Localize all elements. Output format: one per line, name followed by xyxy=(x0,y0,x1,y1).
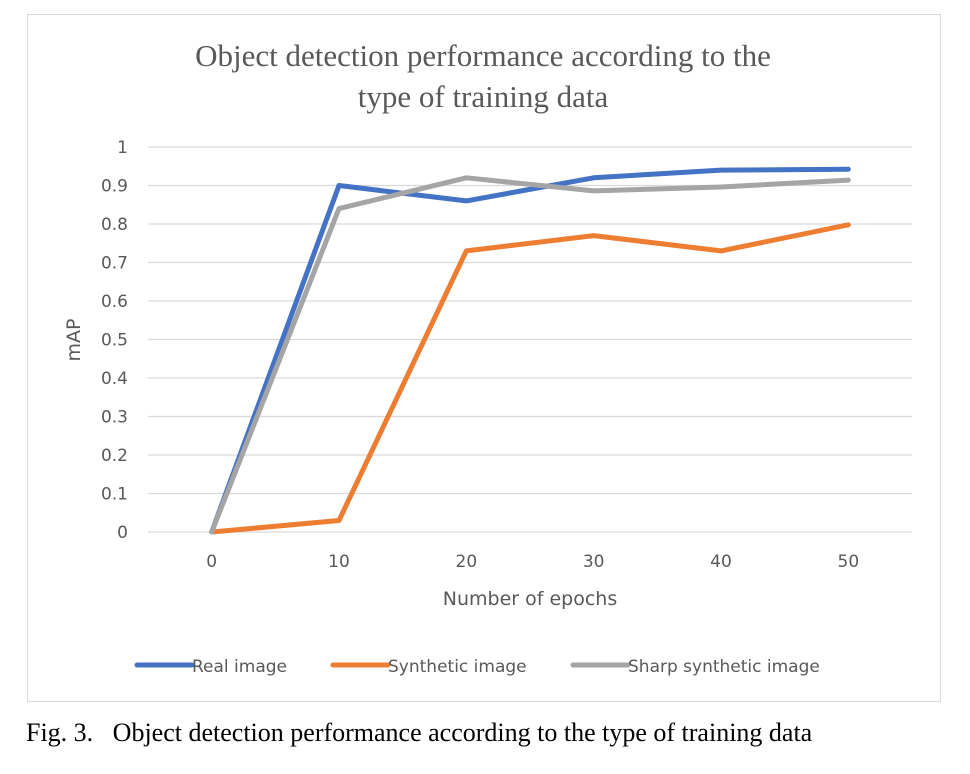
y-axis-label: mAP xyxy=(63,319,85,362)
y-tick-label: 0.7 xyxy=(101,254,128,274)
legend-label: Real image xyxy=(192,657,287,677)
legend-item: Sharp synthetic image xyxy=(570,657,820,677)
y-axis-ticks: 0 0.1 0.2 0.3 0.4 0.5 0.6 0.7 0.8 0.9 1 xyxy=(101,138,128,543)
chart-title-line-1: Object detection performance according t… xyxy=(195,38,771,73)
legend-item: Real image xyxy=(134,657,287,677)
x-tick-label: 50 xyxy=(838,552,860,572)
y-tick-label: 0.6 xyxy=(101,292,128,312)
x-tick-label: 20 xyxy=(456,552,478,572)
series-line-sharp-synthetic-image xyxy=(209,175,851,535)
y-tick-label: 0.8 xyxy=(101,215,128,235)
series-lines xyxy=(209,166,851,535)
x-tick-label: 10 xyxy=(328,552,350,572)
y-tick-label: 0.2 xyxy=(101,446,128,466)
legend-item: Synthetic image xyxy=(330,657,527,677)
chart-title-line-2: type of training data xyxy=(358,79,609,114)
x-tick-label: 0 xyxy=(206,552,217,572)
y-tick-label: 0.3 xyxy=(101,408,128,428)
y-tick-label: 0 xyxy=(117,523,128,543)
y-tick-label: 0.4 xyxy=(101,369,128,389)
x-axis-label: Number of epochs xyxy=(443,588,617,610)
y-tick-label: 0.1 xyxy=(101,485,128,505)
series-line-real-image xyxy=(209,166,851,535)
legend-label: Sharp synthetic image xyxy=(628,657,820,677)
y-tick-label: 1 xyxy=(117,138,128,158)
x-axis-ticks: 0 10 20 30 40 50 xyxy=(206,552,859,572)
figure-caption: Fig. 3. Object detection performance acc… xyxy=(26,718,813,747)
legend: Real image Synthetic image Sharp synthetic… xyxy=(134,657,820,677)
x-tick-label: 40 xyxy=(710,552,732,572)
x-tick-label: 30 xyxy=(583,552,605,572)
y-tick-label: 0.9 xyxy=(101,177,128,197)
gridlines xyxy=(148,146,912,533)
series-line-synthetic-image xyxy=(209,222,851,535)
chart-frame xyxy=(27,14,941,702)
y-tick-label: 0.5 xyxy=(101,331,128,351)
legend-label: Synthetic image xyxy=(388,657,527,677)
